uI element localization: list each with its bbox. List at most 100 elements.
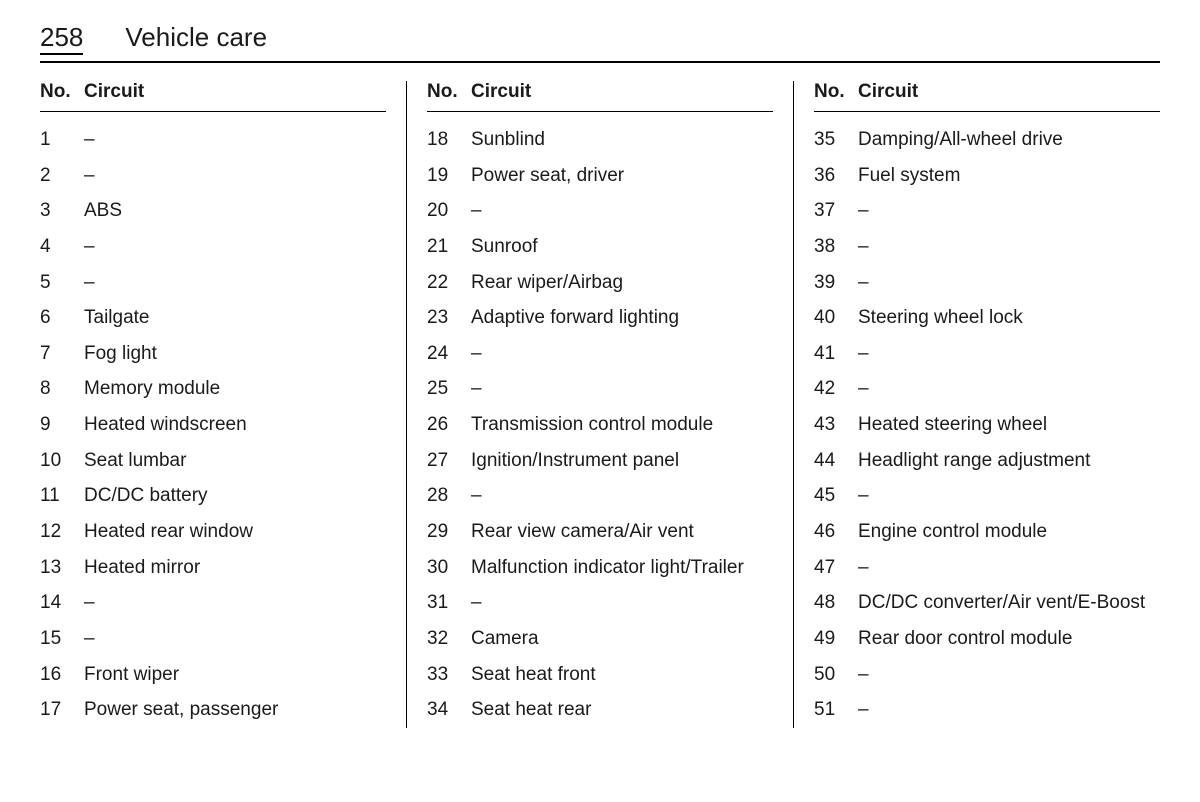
cell-circuit: –	[858, 270, 1160, 296]
cell-circuit: Rear wiper/Airbag	[471, 270, 773, 296]
table-row: 38–	[814, 229, 1160, 265]
table-row: 35Damping/All-wheel drive	[814, 122, 1160, 158]
cell-no: 47	[814, 555, 858, 581]
table-row: 39–	[814, 265, 1160, 301]
table-row: 48DC/DC converter/Air vent/E-Boost	[814, 585, 1160, 621]
table-row: 13Heated mirror	[40, 550, 386, 586]
table-row: 47–	[814, 550, 1160, 586]
table-row: 1–	[40, 122, 386, 158]
table-row: 17Power seat, passenger	[40, 692, 386, 728]
cell-circuit: Seat heat rear	[471, 697, 773, 723]
cell-circuit: Engine control module	[858, 519, 1160, 545]
column-header: No. Circuit	[814, 81, 1160, 112]
cell-no: 38	[814, 234, 858, 260]
table-row: 23Adaptive forward lighting	[427, 300, 773, 336]
cell-no: 26	[427, 412, 471, 438]
header-no: No.	[814, 81, 858, 103]
column-body: 18Sunblind19Power seat, driver20–21Sunro…	[427, 122, 773, 728]
cell-no: 45	[814, 483, 858, 509]
column-body: 35Damping/All-wheel drive36Fuel system37…	[814, 122, 1160, 728]
cell-circuit: Power seat, passenger	[84, 697, 386, 723]
cell-circuit: –	[858, 234, 1160, 260]
cell-no: 32	[427, 626, 471, 652]
fuse-column-2: No. Circuit 18Sunblind19Power seat, driv…	[406, 81, 793, 728]
table-row: 51–	[814, 692, 1160, 728]
cell-no: 13	[40, 555, 84, 581]
cell-no: 31	[427, 590, 471, 616]
table-row: 36Fuel system	[814, 158, 1160, 194]
table-row: 44Headlight range adjustment	[814, 443, 1160, 479]
table-row: 15–	[40, 621, 386, 657]
table-row: 29Rear view camera/Air vent	[427, 514, 773, 550]
table-row: 14–	[40, 585, 386, 621]
table-row: 41–	[814, 336, 1160, 372]
table-row: 43Heated steering wheel	[814, 407, 1160, 443]
cell-circuit: –	[858, 697, 1160, 723]
cell-no: 14	[40, 590, 84, 616]
header-no: No.	[40, 81, 84, 103]
table-row: 50–	[814, 657, 1160, 693]
cell-circuit: Memory module	[84, 376, 386, 402]
table-row: 45–	[814, 478, 1160, 514]
cell-no: 3	[40, 198, 84, 224]
cell-no: 40	[814, 305, 858, 331]
fuse-table-columns: No. Circuit 1–2–3ABS4–5–6Tailgate7Fog li…	[40, 81, 1160, 728]
cell-no: 15	[40, 626, 84, 652]
cell-no: 5	[40, 270, 84, 296]
column-body: 1–2–3ABS4–5–6Tailgate7Fog light8Memory m…	[40, 122, 386, 728]
table-row: 8Memory module	[40, 371, 386, 407]
cell-circuit: –	[858, 662, 1160, 688]
table-row: 12Heated rear window	[40, 514, 386, 550]
table-row: 37–	[814, 193, 1160, 229]
cell-no: 35	[814, 127, 858, 153]
table-row: 42–	[814, 371, 1160, 407]
cell-no: 12	[40, 519, 84, 545]
fuse-column-3: No. Circuit 35Damping/All-wheel drive36F…	[793, 81, 1160, 728]
table-row: 20–	[427, 193, 773, 229]
cell-circuit: Heated rear window	[84, 519, 386, 545]
cell-no: 7	[40, 341, 84, 367]
cell-circuit: –	[471, 483, 773, 509]
cell-no: 18	[427, 127, 471, 153]
cell-circuit: Heated steering wheel	[858, 412, 1160, 438]
cell-circuit: –	[858, 341, 1160, 367]
cell-no: 23	[427, 305, 471, 331]
cell-no: 24	[427, 341, 471, 367]
table-row: 2–	[40, 158, 386, 194]
cell-no: 25	[427, 376, 471, 402]
cell-circuit: Camera	[471, 626, 773, 652]
cell-no: 37	[814, 198, 858, 224]
cell-no: 39	[814, 270, 858, 296]
cell-no: 49	[814, 626, 858, 652]
cell-circuit: –	[84, 626, 386, 652]
table-row: 18Sunblind	[427, 122, 773, 158]
cell-no: 41	[814, 341, 858, 367]
cell-no: 34	[427, 697, 471, 723]
table-row: 28–	[427, 478, 773, 514]
cell-circuit: Headlight range adjustment	[858, 448, 1160, 474]
table-row: 25–	[427, 371, 773, 407]
cell-no: 44	[814, 448, 858, 474]
cell-no: 4	[40, 234, 84, 260]
cell-no: 29	[427, 519, 471, 545]
cell-circuit: Fuel system	[858, 163, 1160, 189]
table-row: 34Seat heat rear	[427, 692, 773, 728]
cell-no: 43	[814, 412, 858, 438]
cell-circuit: –	[471, 376, 773, 402]
cell-circuit: –	[858, 376, 1160, 402]
cell-circuit: –	[84, 590, 386, 616]
cell-circuit: Adaptive forward lighting	[471, 305, 773, 331]
cell-no: 19	[427, 163, 471, 189]
cell-no: 42	[814, 376, 858, 402]
cell-circuit: Seat heat front	[471, 662, 773, 688]
fuse-column-1: No. Circuit 1–2–3ABS4–5–6Tailgate7Fog li…	[40, 81, 406, 728]
table-row: 40Steering wheel lock	[814, 300, 1160, 336]
header-circuit: Circuit	[858, 81, 1160, 103]
table-row: 3ABS	[40, 193, 386, 229]
table-row: 46Engine control module	[814, 514, 1160, 550]
cell-circuit: Ignition/Instrument panel	[471, 448, 773, 474]
cell-circuit: Fog light	[84, 341, 386, 367]
cell-circuit: –	[471, 198, 773, 224]
table-row: 11DC/DC battery	[40, 478, 386, 514]
cell-no: 48	[814, 590, 858, 616]
